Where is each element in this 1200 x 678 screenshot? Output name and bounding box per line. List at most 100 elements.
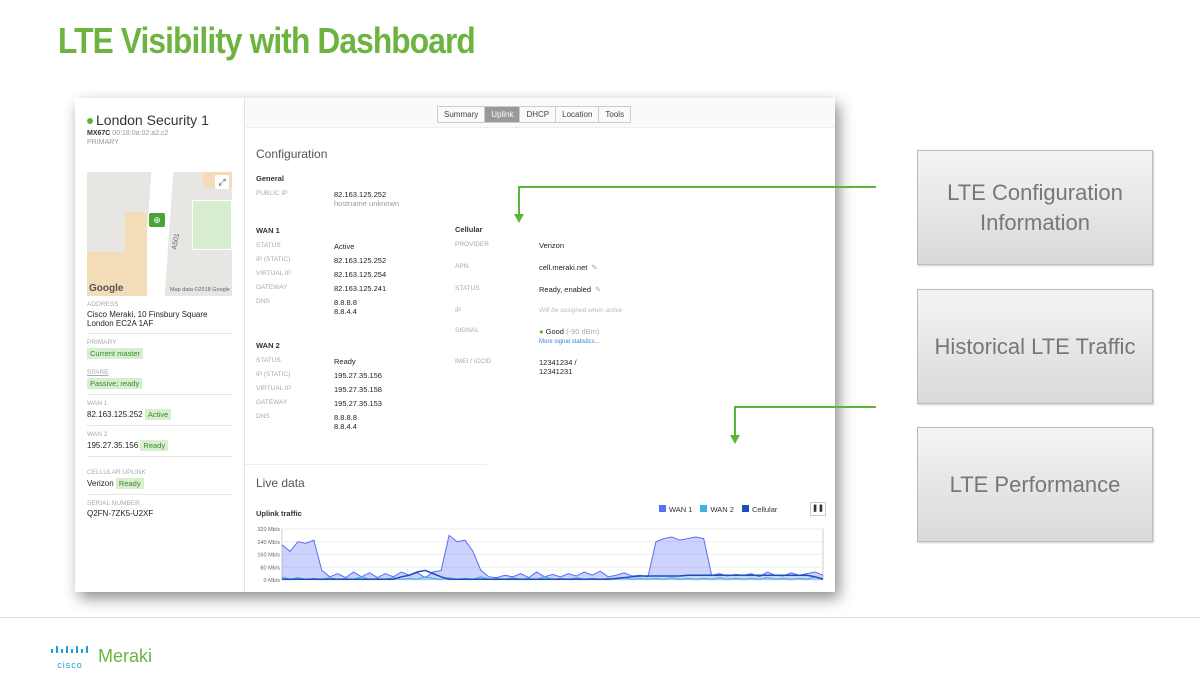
tab-tools[interactable]: Tools [605, 110, 625, 119]
dashboard-screenshot: London Security 1 MX67C 00:18:0a:02:a2:c… [75, 98, 835, 592]
config-row: STATUS Ready [256, 357, 382, 366]
row-value: 195.27.35.153 [334, 399, 382, 408]
cellular-label: CELLULAR UPLINK [87, 469, 146, 476]
row-value: 82.163.125.241 [334, 284, 387, 293]
uplink-traffic-title: Uplink traffic [256, 509, 302, 518]
row-label: IP (STATIC) [256, 371, 291, 378]
cisco-bars-icon [51, 646, 88, 653]
row-label: DNS [256, 298, 270, 305]
edit-apn-icon[interactable]: ✎ [591, 263, 598, 272]
provider-label: PROVIDER [455, 241, 489, 248]
meraki-wordmark: Meraki [98, 645, 153, 666]
y-tick-label: 80 Mb/s [260, 565, 280, 571]
cellular-badge: Ready [115, 478, 144, 489]
spare-badge: Passive; ready [87, 378, 143, 389]
row-value: 195.27.35.158 [334, 385, 382, 394]
imei-value: 12341234 / [539, 358, 577, 367]
y-tick-label: 240 Mb/s [257, 540, 280, 546]
device-sidebar: London Security 1 MX67C 00:18:0a:02:a2:c… [75, 98, 245, 592]
row-value: Ready [334, 357, 356, 366]
primary-badge: Current master [87, 348, 144, 359]
live-data-heading: Live data [256, 476, 305, 490]
row-label: STATUS [256, 357, 281, 364]
cell-ip-value: Will be assigned when active [539, 307, 623, 314]
tab-uplink[interactable]: Uplink [485, 107, 521, 122]
arrowhead-config-icon [514, 214, 524, 223]
signal-dbm: (-90 dBm) [566, 327, 600, 336]
tab-location[interactable]: Location [556, 107, 600, 122]
legend-swatch-icon [659, 505, 666, 512]
imei-label: IMEI / ICCID [455, 358, 492, 365]
iccid-value: 12341231 [539, 367, 573, 376]
row-label: IP (STATIC) [256, 256, 291, 263]
cell-status-value: Ready, enabled [539, 285, 591, 294]
device-role: PRIMARY [87, 139, 119, 146]
apn-value: cell.meraki.net [539, 263, 588, 272]
cisco-meraki-logo: cisco Meraki [50, 642, 152, 670]
config-row: VIRTUAL IP 195.27.35.158 [256, 385, 382, 394]
primary-label: PRIMARY [87, 339, 117, 346]
series-line-cellular [282, 569, 824, 580]
serial-label: SERIAL NUMBER [87, 500, 140, 507]
device-name-text: London Security 1 [96, 112, 209, 128]
signal-stats-link[interactable]: More signal statistics... [539, 339, 600, 345]
row-label: VIRTUAL IP [256, 270, 292, 277]
y-tick-label: 0 Mb/s [263, 578, 280, 584]
config-row: GATEWAY 82.163.125.241 [256, 284, 386, 293]
row-value: 195.27.35.156 [334, 371, 382, 380]
status-dot-icon [87, 118, 93, 125]
tab-dhcp[interactable]: DHCP [520, 107, 557, 122]
edit-status-icon[interactable]: ✎ [594, 285, 602, 294]
y-tick-label: 160 Mb/s [257, 553, 280, 559]
series-area-wan-1 [282, 535, 823, 580]
config-row: IP (STATIC) 82.163.125.252 [256, 256, 386, 265]
configuration-heading: Configuration [256, 147, 328, 161]
cellular-provider: Verizon [87, 479, 114, 488]
wan2-badge: Ready [140, 440, 169, 451]
cellular-title: Cellular [455, 225, 483, 234]
pause-button[interactable]: ❚❚ [810, 502, 826, 516]
row-value-2: 8.8.4.4 [334, 422, 357, 431]
config-row: STATUS Active [256, 242, 386, 251]
legend-label: WAN 1 [669, 505, 693, 514]
arrowhead-performance-icon [730, 435, 740, 444]
wan2-section: WAN 2 STATUS Ready IP (STATIC) 195.27.35.15… [256, 341, 382, 436]
legend-item[interactable]: Cellular [741, 505, 777, 514]
tab-bar: Summary Uplink DHCP Location Tools [437, 106, 632, 123]
chart-legend: WAN 1 WAN 2 Cellular [659, 505, 777, 514]
legend-item[interactable]: WAN 2 [700, 505, 734, 514]
location-map[interactable]: ⊕ A501 ⤢ Google Map data ©2018 Google [87, 172, 232, 296]
uplink-traffic-chart: 320 Mb/s 240 Mb/s 160 Mb/s 80 Mb/s 0 Mb/s [257, 527, 824, 584]
signal-dot-icon: ● [539, 327, 546, 336]
spare-label[interactable]: SPARE [87, 369, 109, 376]
wan2-label: WAN 2 [87, 431, 108, 438]
signal-label: SIGNAL [455, 327, 479, 334]
y-tick-label: 320 Mb/s [257, 527, 280, 533]
provider-value: Verizon [539, 241, 565, 250]
address-label: ADDRESS [87, 301, 119, 308]
address-line1: Cisco Meraki, 10 Finsbury Square [87, 310, 208, 319]
callout-lte-configuration: LTE Configuration Information [917, 150, 1153, 265]
row-value: 8.8.8.8 [334, 413, 357, 422]
callout-historical-traffic: Historical LTE Traffic [917, 289, 1153, 404]
row-value: 8.8.8.8 [334, 298, 357, 307]
public-ip-label: PUBLIC IP [256, 190, 288, 197]
hostname: hostname unknown [334, 199, 400, 208]
legend-item[interactable]: WAN 1 [659, 505, 692, 514]
wan1-title: WAN 1 [256, 226, 280, 235]
tab-summary[interactable]: Summary [438, 107, 486, 122]
general-section: General PUBLIC IP 82.163.125.252 hostname … [256, 174, 399, 213]
device-mac: 00:18:0a:02:a2:c2 [112, 130, 169, 137]
row-label: DNS [256, 413, 270, 420]
legend-swatch-icon [700, 505, 708, 512]
main-panel: Summary Uplink DHCP Location Tools Confi… [245, 98, 835, 592]
cellular-section: Cellular PROVIDER Verizon APN cell.meraki.… [455, 225, 622, 381]
device-pin-icon[interactable]: ⊕ [149, 213, 165, 227]
config-row: IP (STATIC) 195.27.35.156 [256, 371, 382, 380]
device-name: London Security 1 [87, 112, 232, 128]
legend-label: WAN 2 [710, 505, 734, 514]
map-attribution: Map data ©2018 Google [169, 287, 230, 293]
config-row: DNS 8.8.8.8 8.8.4.4 [256, 298, 386, 316]
expand-map-icon[interactable]: ⤢ [215, 175, 229, 189]
